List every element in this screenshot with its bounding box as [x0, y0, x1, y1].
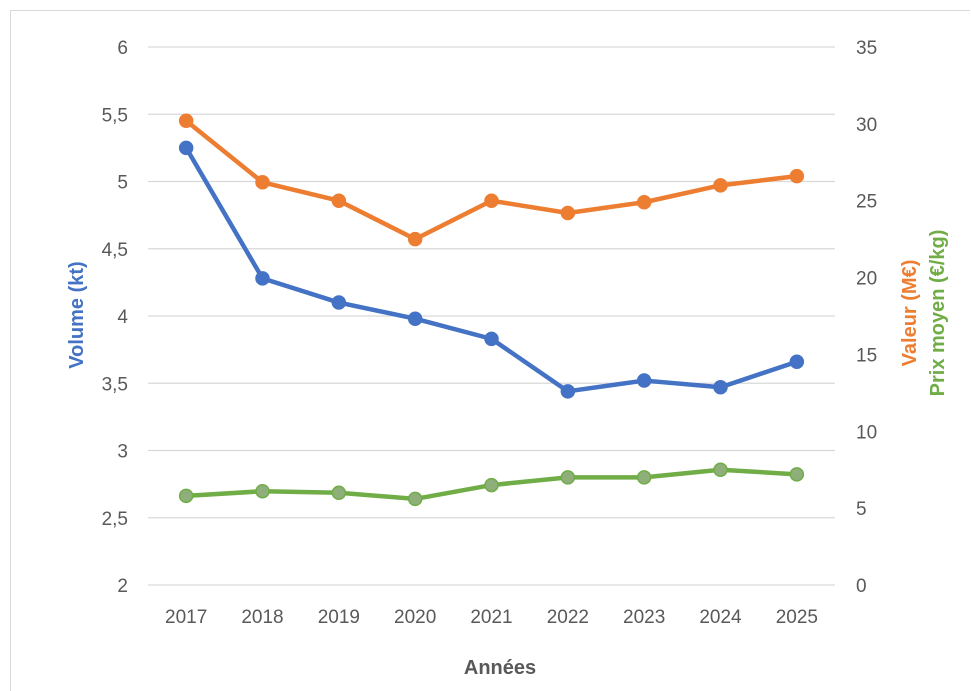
data-point-volume — [178, 140, 194, 156]
left-tick-label: 4 — [117, 307, 128, 328]
x-tick-label: 2024 — [699, 607, 742, 628]
x-tick-label: 2020 — [394, 607, 436, 628]
series-line-valeur — [183, 118, 800, 242]
data-point-valeur — [636, 195, 652, 210]
right-tick-label: 10 — [856, 422, 877, 443]
data-point-valeur — [484, 193, 499, 208]
left-tick-label: 2 — [117, 576, 128, 597]
left-tick-label: 5 — [117, 173, 128, 194]
x-axis-title: Années — [464, 657, 536, 679]
data-point-prix — [560, 470, 576, 485]
right-tick-label: 30 — [856, 115, 877, 136]
gridlines — [148, 46, 835, 586]
left-tick-label: 5,5 — [102, 105, 128, 126]
data-point-prix — [636, 470, 652, 485]
data-point-prix — [331, 485, 347, 501]
data-point-volume — [407, 311, 423, 326]
data-point-valeur — [407, 231, 423, 247]
left-tick-label: 4,5 — [102, 240, 128, 261]
data-point-prix — [484, 477, 499, 493]
data-point-valeur — [331, 193, 347, 208]
data-point-prix — [178, 488, 194, 504]
left-tick-label: 6 — [117, 38, 128, 59]
x-tick-label: 2019 — [318, 607, 360, 628]
data-point-valeur — [178, 113, 194, 129]
x-axis-ticks: 2017 2018 2019 2020 2021 2022 2023 2024 2025 — [165, 607, 818, 628]
right-tick-label: 15 — [856, 345, 877, 366]
right-tick-label: 20 — [856, 269, 877, 290]
right-tick-label: 5 — [856, 499, 867, 520]
left-axis-title: Volume (kt) — [66, 261, 88, 368]
data-point-valeur — [789, 168, 805, 184]
data-point-valeur — [255, 175, 270, 190]
right-tick-label: 35 — [856, 38, 877, 59]
right-axis-title-prix: Prix moyen (€/kg) — [927, 230, 949, 397]
data-point-volume — [789, 354, 805, 369]
right-tick-label: 0 — [856, 576, 867, 597]
left-tick-label: 3 — [117, 442, 128, 463]
data-point-volume — [255, 271, 270, 286]
x-tick-label: 2021 — [470, 607, 512, 628]
right-axis-title-valeur: Valeur (M€) — [899, 260, 921, 367]
data-point-prix — [255, 483, 270, 499]
x-tick-label: 2023 — [623, 607, 665, 628]
data-point-valeur — [713, 178, 728, 193]
right-axis-ticks: 0 5 10 15 20 25 30 35 — [856, 38, 877, 597]
x-tick-label: 2017 — [165, 607, 207, 628]
x-tick-label: 2022 — [547, 607, 589, 628]
data-point-prix — [789, 467, 805, 482]
data-point-volume — [331, 295, 347, 310]
data-point-volume — [713, 380, 728, 395]
data-point-prix — [713, 462, 728, 477]
series-group — [178, 113, 805, 507]
left-tick-label: 2,5 — [102, 509, 128, 530]
data-point-prix — [407, 491, 423, 507]
data-point-volume — [560, 384, 576, 399]
x-tick-label: 2018 — [241, 607, 283, 628]
left-tick-label: 3,5 — [102, 374, 128, 395]
x-tick-label: 2025 — [776, 607, 818, 628]
left-axis-ticks: 2 2,5 3 3,5 4 4,5 5 5,5 6 — [102, 38, 129, 597]
data-point-volume — [636, 373, 652, 388]
chart-frame — [10, 10, 970, 691]
data-point-volume — [484, 331, 499, 347]
data-point-valeur — [560, 205, 576, 221]
right-tick-label: 25 — [856, 192, 877, 213]
